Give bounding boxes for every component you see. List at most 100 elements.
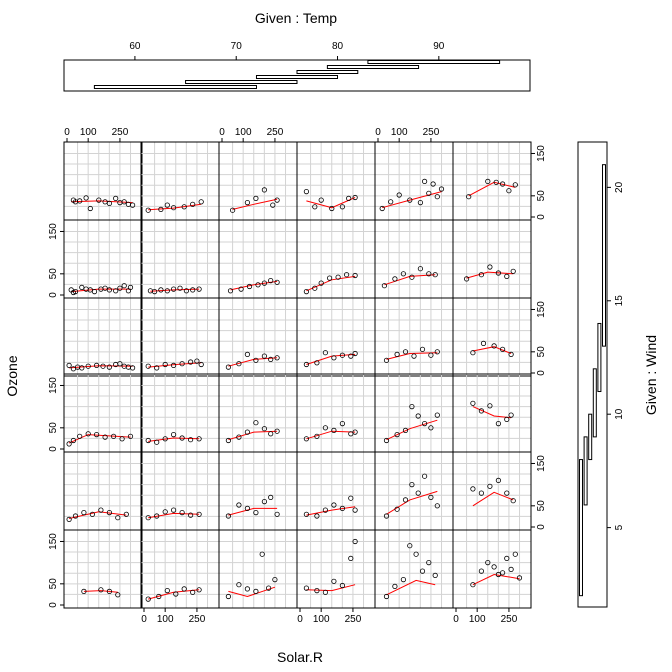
data-point [83,195,89,201]
data-point [478,272,484,278]
data-point [154,365,160,371]
temp-interval-bar [296,70,359,74]
y-tick-label: 50 [536,500,547,512]
data-point [127,433,134,439]
panel-r4-c1 [63,373,143,453]
panel-r2-c1 [63,219,143,299]
data-point [106,200,113,206]
data-point [352,194,358,201]
data-point [322,507,328,513]
data-point [392,583,398,590]
panel-grid [63,141,532,609]
x-tick-label: 100 [80,127,97,138]
data-point [303,511,309,517]
x-axis-label: Solar.R [277,649,323,665]
data-point [244,351,250,357]
panel-r4-c6 [452,373,532,453]
data-point [402,497,409,503]
data-point [179,361,185,367]
y-tick-label: 0 [536,370,547,376]
panel-r4-c4 [296,373,376,453]
y-tick-label: 50 [48,578,59,590]
data-point [158,287,164,293]
data-point [171,362,177,368]
data-point [432,272,438,278]
temp-tick-label: 70 [231,41,243,52]
data-point [510,268,516,274]
wind-interval-bar [597,322,602,393]
smooth-line [83,590,118,593]
panel-r1-c6 [452,141,532,221]
data-point [417,200,423,206]
data-point [85,363,91,369]
data-point [274,428,280,434]
panel-r6-c4 [296,529,376,609]
wind-interval-bar [592,368,597,438]
data-point [383,593,390,600]
data-point [230,207,236,213]
smooth-line [71,200,133,204]
x-tick-label: 250 [112,127,129,138]
y-tick-label: 150 [536,455,547,472]
data-point [121,199,127,205]
data-point [274,511,280,517]
panel-border [63,297,143,377]
data-point [421,420,428,427]
data-point [70,437,77,444]
data-point [322,589,328,595]
data-point [106,364,113,370]
data-point [419,346,426,352]
data-point [400,271,406,277]
data-point [79,284,85,290]
data-point [415,413,421,419]
y-tick-label: 50 [48,422,59,434]
panel-r5-c3 [218,451,298,531]
given-temp-label: Given : Temp [255,10,337,26]
panel-r3-c5 [374,297,454,377]
data-point [152,288,158,295]
data-point [322,350,328,356]
data-point [478,568,484,574]
wind-interval-bar [602,164,606,347]
data-point [102,434,108,440]
data-point [179,435,185,441]
x-tick-label: 250 [345,614,362,625]
data-point [196,286,202,292]
data-point [113,195,119,201]
data-point [162,509,168,515]
data-point [244,429,250,435]
x-axis: 0 100 250 [64,127,129,143]
y-tick-label: 0 [48,602,59,608]
data-point [331,355,337,361]
data-point [348,431,354,437]
data-point [346,195,352,201]
data-point [407,543,413,549]
data-point [190,201,196,207]
data-point [162,361,168,368]
smooth-line [472,406,512,419]
data-point [236,434,242,440]
x-tick-label: 0 [297,614,303,625]
panel-r3-c2 [140,297,220,377]
data-point [409,274,415,280]
panel-r5-c5 [374,451,454,531]
data-point [164,202,170,208]
x-tick-label: 250 [267,127,284,138]
data-point [504,490,510,496]
panel-r3-c6 [452,297,532,377]
data-point [312,285,318,291]
data-point [348,353,354,359]
data-point [66,516,72,523]
panel-r5-c2 [140,451,220,531]
data-point [244,505,250,511]
data-point [331,502,337,508]
data-point [396,192,402,198]
data-point [145,596,151,602]
data-point [407,197,413,203]
data-point [253,420,259,426]
smooth-line [306,430,356,440]
y-tick-label: 50 [48,268,59,280]
y-axis-label: Ozone [4,355,20,396]
data-point [87,287,93,293]
